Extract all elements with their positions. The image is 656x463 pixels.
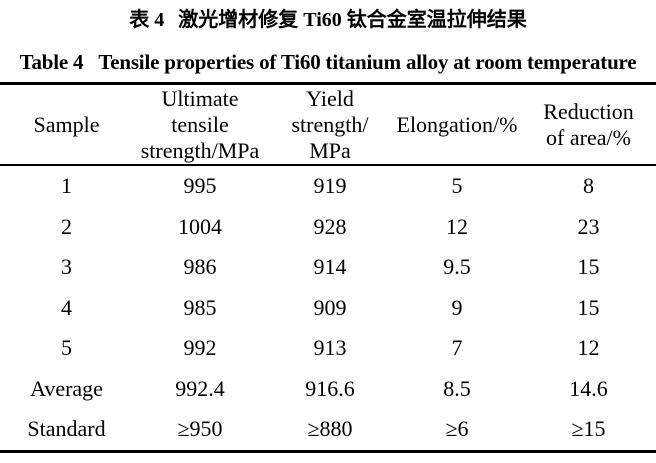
- table-caption-en-label: Table 4: [19, 50, 84, 74]
- table-cell: 12: [577, 335, 600, 361]
- table-cell: 3: [61, 254, 72, 280]
- table-cell: 919: [313, 173, 347, 199]
- table-cell: 15: [577, 254, 600, 280]
- table-cell: 14.6: [569, 375, 608, 401]
- table-cell: 928: [313, 213, 347, 239]
- table-cell: 1004: [178, 213, 222, 239]
- table-cell: 909: [313, 294, 347, 320]
- table-cell: 7: [451, 335, 463, 361]
- table-cell: 5: [61, 335, 72, 361]
- table-header-row: Sample Ultimate tensile strength/MPa Yie…: [0, 84, 656, 165]
- tensile-properties-table: Sample Ultimate tensile strength/MPa Yie…: [0, 82, 656, 453]
- table-cell: 992: [183, 335, 217, 361]
- column-header-sample: Sample: [33, 111, 100, 137]
- table-cell: 995: [183, 173, 217, 199]
- table-cell: ≥950: [177, 416, 223, 442]
- table-cell: Average: [30, 375, 103, 401]
- table-caption-zh-label: 表 4: [129, 9, 165, 31]
- table-cell: 916.6: [305, 375, 355, 401]
- table-cell: 992.4: [175, 375, 225, 401]
- table-body: 1 995 919 5 8 2 1004 928 12 23 3 986 914…: [0, 165, 656, 451]
- table-cell: 8.5: [443, 375, 471, 401]
- column-header-yield-strength: Yield strength/ MPa: [291, 85, 369, 163]
- table-cell: 914: [313, 254, 347, 280]
- table-cell: 986: [183, 254, 217, 280]
- table-row-sample-1: 1 995 919 5 8: [0, 165, 656, 207]
- table-row-sample-4: 4 985 909 9 15: [0, 288, 656, 329]
- table-caption-en-text: Tensile properties of Ti60 titanium allo…: [98, 50, 637, 74]
- table-caption-en: Table 4 Tensile properties of Ti60 titani…: [0, 49, 656, 75]
- table-cell: 15: [577, 294, 600, 320]
- table-row-sample-5: 5 992 913 7 12: [0, 328, 656, 369]
- table-row-sample-2: 2 1004 928 12 23: [0, 207, 656, 248]
- table-cell: 1: [61, 173, 72, 199]
- table-cell: 8: [583, 173, 594, 199]
- table-cell: 12: [446, 213, 468, 239]
- table-cell: 9: [451, 294, 463, 320]
- table-cell: 913: [313, 335, 347, 361]
- column-header-elongation: Elongation/%: [396, 111, 518, 137]
- table-caption-zh-text: 激光增材修复 Ti60 钛合金室温拉伸结果: [178, 9, 527, 31]
- table-cell: 4: [61, 294, 72, 320]
- table-cell: ≥880: [307, 416, 353, 442]
- table-cell: 985: [183, 294, 217, 320]
- column-header-ultimate-tensile-strength: Ultimate tensile strength/MPa: [140, 85, 260, 163]
- column-header-reduction-of-area: Reduction of area/%: [543, 98, 634, 150]
- table-cell: Standard: [27, 416, 106, 442]
- table-cell: 9.5: [443, 254, 471, 280]
- table-header: Sample Ultimate tensile strength/MPa Yie…: [0, 84, 656, 165]
- table-cell: 5: [451, 173, 463, 199]
- table-cell: 2: [61, 213, 72, 239]
- table-cell: ≥6: [445, 416, 469, 442]
- table-row-standard: Standard ≥950 ≥880 ≥6 ≥15: [0, 409, 656, 451]
- table-caption-zh: 表 4 激光增材修复 Ti60 钛合金室温拉伸结果: [0, 0, 656, 33]
- table-cell: ≥15: [571, 416, 606, 442]
- table-row-average: Average 992.4 916.6 8.5 14.6: [0, 369, 656, 410]
- table-row-sample-3: 3 986 914 9.5 15: [0, 247, 656, 288]
- table-cell: 23: [577, 213, 600, 239]
